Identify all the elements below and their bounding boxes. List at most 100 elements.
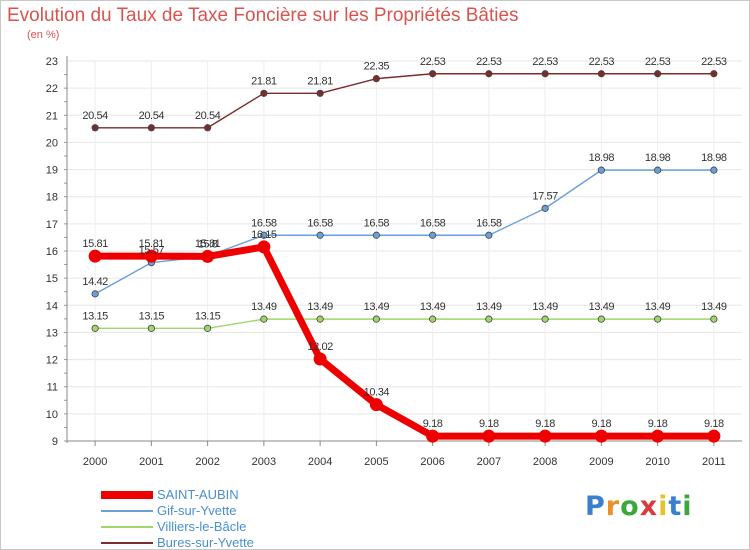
data-point [372, 231, 380, 239]
data-label: 13.15 [82, 310, 108, 322]
data-point [429, 231, 437, 239]
data-label: 13.49 [476, 301, 502, 313]
series-line-villiers-le-b-cle [95, 318, 714, 330]
data-label: 12.02 [307, 341, 333, 353]
data-label: 16.58 [420, 217, 446, 229]
data-label: 13.49 [645, 301, 671, 313]
y-tick-label: 23 [46, 56, 58, 68]
data-point [594, 429, 608, 443]
data-label: 13.49 [589, 301, 615, 313]
data-point [429, 70, 437, 78]
proxiti-logo: Proxiti [585, 491, 693, 522]
x-tick-label: 2004 [308, 456, 332, 468]
data-label: 20.54 [82, 110, 108, 122]
data-label: 9.18 [479, 418, 499, 430]
data-point [91, 290, 99, 298]
data-label: 14.42 [82, 276, 108, 288]
data-label: 15.81 [82, 238, 108, 250]
data-label: 13.15 [139, 310, 165, 322]
data-point [597, 315, 605, 323]
data-point [204, 124, 212, 132]
logo-letter: i [658, 491, 669, 522]
data-label: 16.58 [476, 217, 502, 229]
legend-label: Gif-sur-Yvette [157, 503, 237, 518]
x-tick-label: 2008 [533, 456, 557, 468]
logo-letter: r [605, 491, 621, 522]
legend-swatch [101, 510, 153, 512]
data-point [541, 315, 549, 323]
data-label: 15.81 [139, 238, 165, 250]
logo-letter: x [639, 491, 659, 522]
data-point [144, 249, 158, 263]
data-label: 13.49 [251, 301, 277, 313]
data-label: 9.18 [591, 418, 611, 430]
data-label: 16.58 [307, 217, 333, 229]
data-point [369, 398, 383, 412]
data-point [260, 231, 268, 239]
legend-swatch [101, 491, 153, 499]
data-label: 20.54 [139, 110, 165, 122]
data-label: 18.98 [589, 152, 615, 164]
data-label: 22.53 [532, 56, 558, 68]
data-point [260, 89, 268, 97]
data-point [91, 324, 99, 332]
y-tick-label: 16 [46, 246, 58, 258]
data-label: 13.49 [307, 301, 333, 313]
data-label: 20.54 [195, 110, 221, 122]
y-tick-label: 15 [46, 273, 58, 285]
data-label: 18.98 [645, 152, 671, 164]
legend-label: Villiers-le-Bâcle [157, 519, 247, 534]
data-point [710, 70, 718, 78]
data-point [429, 315, 437, 323]
data-point [316, 231, 324, 239]
y-tick-label: 14 [46, 300, 58, 312]
x-tick-label: 2007 [477, 456, 501, 468]
data-point [147, 124, 155, 132]
data-label: 13.49 [532, 301, 558, 313]
x-tick-label: 2000 [83, 456, 107, 468]
x-tick-label: 2006 [420, 456, 444, 468]
legend-label: SAINT-AUBIN [157, 487, 239, 502]
data-point [654, 315, 662, 323]
logo-letter: o [620, 491, 640, 522]
data-point [372, 315, 380, 323]
x-tick-label: 2003 [252, 456, 276, 468]
data-point [541, 70, 549, 78]
x-tick-label: 2011 [702, 456, 726, 468]
data-point [597, 166, 605, 174]
y-tick-label: 9 [52, 436, 58, 448]
data-label: 13.49 [701, 301, 727, 313]
data-label: 9.18 [704, 418, 724, 430]
data-label: 18.98 [701, 152, 727, 164]
x-tick-label: 2001 [139, 456, 163, 468]
data-point [707, 429, 721, 443]
data-label: 16.15 [251, 229, 277, 241]
legend-label: Bures-sur-Yvette [157, 535, 254, 550]
data-point [654, 166, 662, 174]
data-point [485, 70, 493, 78]
data-label: 16.58 [364, 217, 390, 229]
data-point [372, 75, 380, 83]
data-label: 22.53 [476, 56, 502, 68]
data-label: 15.81 [195, 238, 221, 250]
logo-letter: P [585, 491, 606, 522]
data-label: 13.49 [364, 301, 390, 313]
legend-swatch [101, 526, 153, 528]
y-tick-label: 19 [46, 165, 58, 177]
series-line-gif-sur-yvette [94, 169, 714, 295]
data-label: 22.53 [701, 56, 727, 68]
data-point [316, 315, 324, 323]
data-point [201, 249, 215, 263]
data-point [541, 204, 549, 212]
data-label: 9.18 [423, 418, 443, 430]
y-tick-label: 20 [46, 137, 58, 149]
x-tick-label: 2002 [195, 456, 219, 468]
data-label: 9.18 [648, 418, 668, 430]
data-point [91, 124, 99, 132]
data-label: 15.8 [198, 238, 218, 250]
data-point [538, 429, 552, 443]
logo-letter: i [682, 491, 693, 522]
data-label: 21.81 [307, 75, 333, 87]
